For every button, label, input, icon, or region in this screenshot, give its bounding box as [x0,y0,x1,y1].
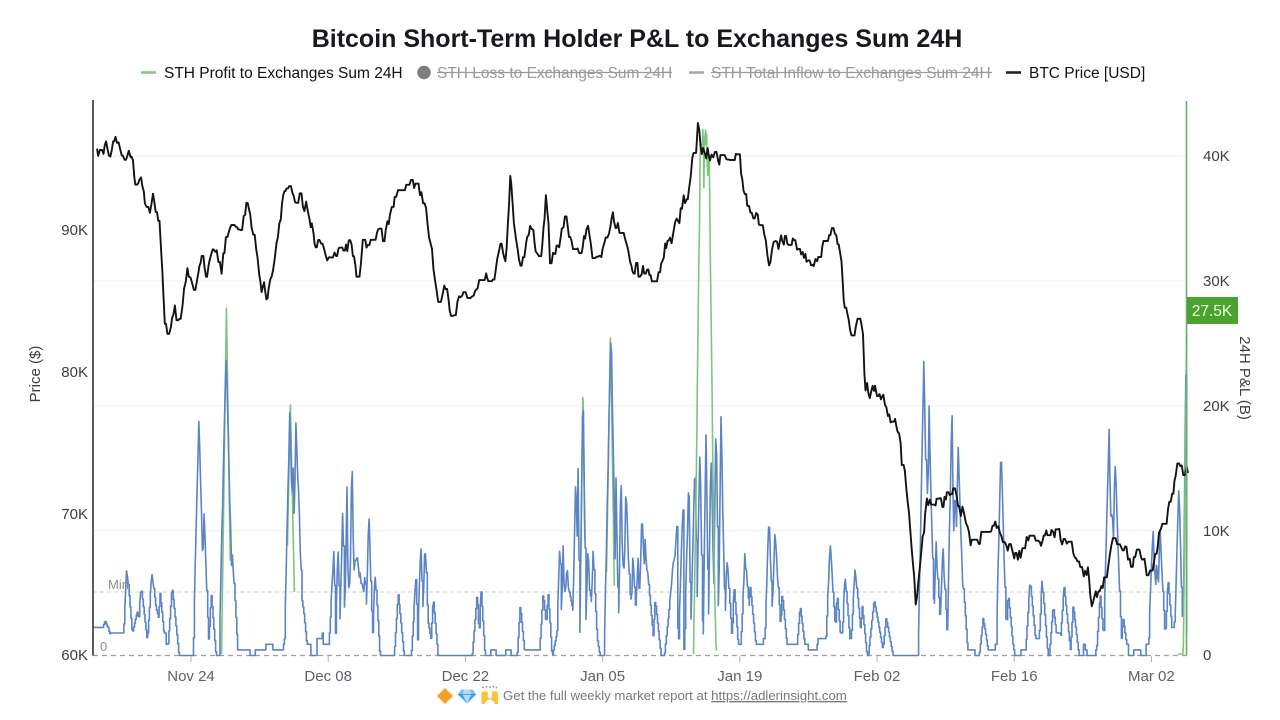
svg-text:24H P&L (B): 24H P&L (B) [1236,336,1253,420]
svg-text:70K: 70K [61,506,88,523]
svg-text:Dec 22: Dec 22 [442,668,490,685]
svg-text:Feb 02: Feb 02 [854,668,901,685]
svg-text:20K: 20K [1203,398,1230,415]
svg-text:STH Total Inflow to Exchanges: STH Total Inflow to Exchanges Sum 24H [711,65,991,82]
svg-text:Jan 05: Jan 05 [580,668,625,685]
svg-text:0: 0 [1203,647,1211,664]
svg-text:Feb 16: Feb 16 [991,668,1038,685]
svg-text:BTC Price [USD]: BTC Price [USD] [1029,65,1145,82]
svg-text:80K: 80K [61,364,88,381]
svg-text:90K: 90K [61,222,88,239]
svg-text:Get the full weekly market rep: Get the full weekly market report at htt… [503,688,847,703]
svg-text:Dec 08: Dec 08 [304,668,352,685]
svg-text:27.5K: 27.5K [1192,303,1233,320]
svg-text:40K: 40K [1203,148,1230,165]
svg-text:30K: 30K [1203,273,1230,290]
svg-text:Price ($): Price ($) [27,346,44,403]
svg-text:STH Loss to Exchanges Sum 24H: STH Loss to Exchanges Sum 24H [437,65,672,82]
svg-text:10K: 10K [1203,523,1230,540]
svg-text:Jan 19: Jan 19 [717,668,762,685]
svg-text:Min: Min [108,577,129,592]
svg-text:Mar 02: Mar 02 [1128,668,1175,685]
svg-text:60K: 60K [61,647,88,664]
svg-text:STH Profit to Exchanges Sum 24: STH Profit to Exchanges Sum 24H [164,65,403,82]
svg-text:Nov 24: Nov 24 [167,668,215,685]
svg-text:0: 0 [100,639,107,654]
svg-text:Bitcoin Short-Term Holder P&L: Bitcoin Short-Term Holder P&L to Exchang… [312,25,963,53]
